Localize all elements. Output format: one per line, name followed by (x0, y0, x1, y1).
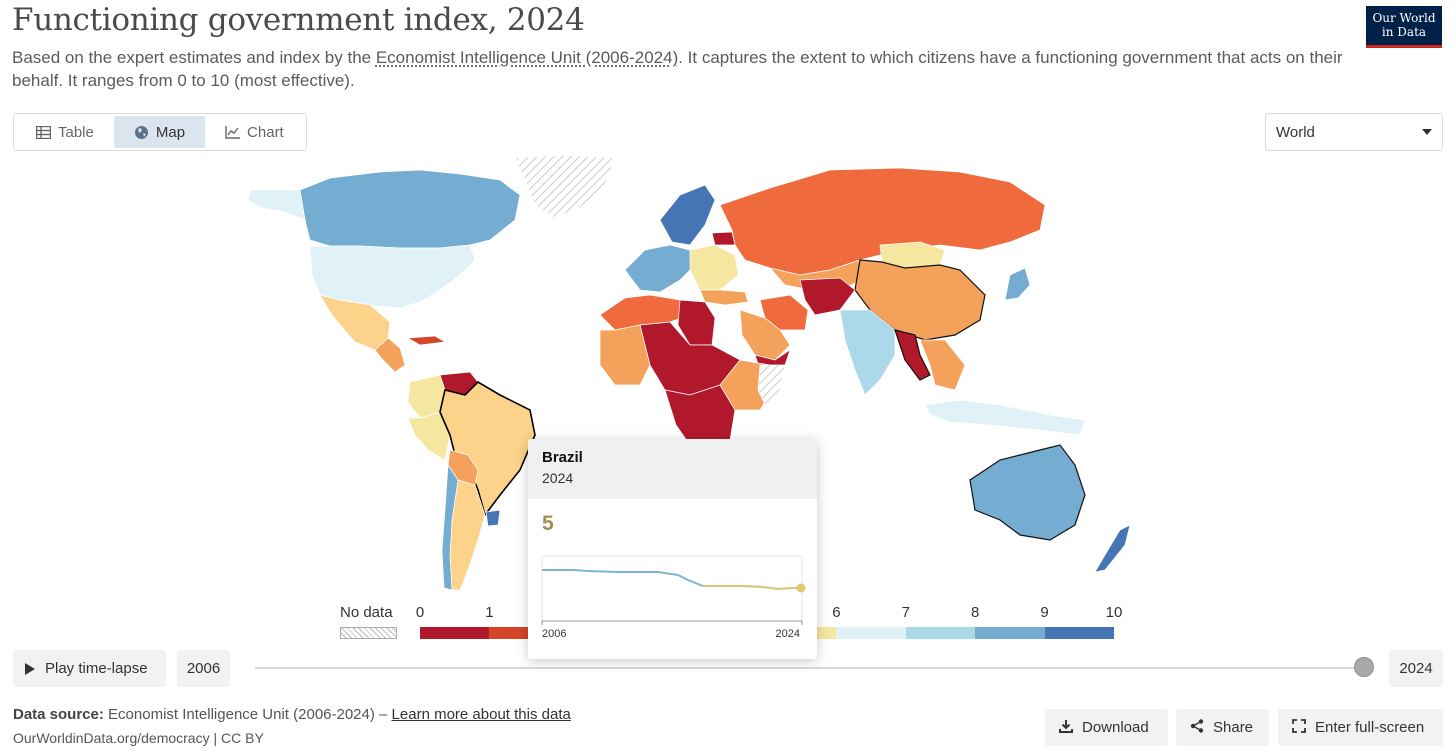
tooltip-year: 2024 (542, 470, 574, 486)
table-icon (36, 125, 51, 139)
fullscreen-button[interactable]: Enter full-screen (1278, 709, 1443, 746)
logo-line-2: in Data (1381, 25, 1427, 39)
chart-subtitle: Based on the expert estimates and index … (12, 46, 1352, 92)
download-icon (1059, 719, 1073, 737)
legend-no-data-swatch (340, 627, 397, 639)
play-timelapse-button[interactable]: Play time-lapse (13, 650, 166, 687)
region-australia[interactable] (969, 444, 1086, 541)
legend-tick-label: 9 (1040, 604, 1049, 621)
region-russia[interactable] (719, 167, 1046, 276)
sparkline-end-year: 2024 (776, 628, 800, 640)
share-icon (1190, 718, 1204, 737)
world-map[interactable] (0, 150, 1456, 600)
legend-tick-label: 7 (901, 604, 910, 621)
country-tooltip: Brazil 2024 5 2006 2024 (528, 439, 817, 659)
sparkline-late (703, 585, 800, 591)
region-belarus[interactable] (711, 231, 736, 246)
legend-bin[interactable] (905, 627, 976, 639)
subtitle-text-end: . It captures the extent to which citize… (12, 48, 1343, 90)
sparkline-start-year: 2006 (542, 628, 566, 640)
region-cuba[interactable] (406, 335, 447, 346)
tab-table[interactable]: Table (16, 116, 114, 148)
timeline-end-year[interactable]: 2024 (1389, 650, 1443, 687)
tooltip-country: Brazil (542, 449, 583, 466)
download-label: Download (1082, 719, 1149, 736)
region-turkey[interactable] (699, 289, 749, 306)
region-japan[interactable] (1004, 267, 1031, 301)
region-southeast-asia[interactable] (919, 339, 966, 391)
region-somalia[interactable] (757, 364, 786, 406)
region-peru[interactable] (407, 411, 451, 461)
region-eastern-europe[interactable] (689, 244, 739, 291)
play-icon (25, 662, 35, 675)
timeline-slider-track[interactable] (255, 667, 1363, 669)
region-uruguay[interactable] (485, 509, 501, 527)
download-button[interactable]: Download (1045, 709, 1168, 746)
timeline-slider-handle[interactable] (1354, 657, 1374, 677)
region-greenland[interactable] (514, 154, 616, 219)
legend-tick-label: 10 (1105, 604, 1123, 621)
learn-more-link[interactable]: Learn more about this data (391, 706, 571, 723)
region-alaska[interactable] (247, 189, 306, 221)
region-scandinavia[interactable] (659, 184, 716, 246)
legend-no-data-label: No data (340, 604, 393, 621)
chart-title: Functioning government index, 2024 (12, 2, 585, 38)
region-arabia[interactable] (739, 309, 791, 361)
view-tabs: Table Map Chart (13, 113, 307, 151)
legend-bin[interactable] (1044, 627, 1114, 639)
logo-line-1: Our World (1372, 11, 1436, 25)
fullscreen-label: Enter full-screen (1315, 719, 1425, 736)
legend-bin[interactable] (836, 627, 906, 639)
region-chile[interactable] (441, 463, 459, 591)
tab-chart[interactable]: Chart (205, 116, 304, 148)
play-label: Play time-lapse (45, 660, 148, 677)
subtitle-text: Based on the expert estimates and index … (12, 48, 376, 67)
chevron-down-icon (1422, 129, 1432, 135)
source-link[interactable]: Economist Intelligence Unit (2006-2024) (375, 48, 679, 67)
share-button[interactable]: Share (1176, 709, 1269, 746)
line-chart-icon (225, 125, 241, 139)
tooltip-value: 5 (542, 512, 554, 535)
region-western-europe[interactable] (624, 244, 696, 293)
legend-tick-label: 8 (971, 604, 980, 621)
legend-bin[interactable] (975, 627, 1045, 639)
region-select-value: World (1276, 123, 1315, 141)
region-central-america[interactable] (374, 337, 406, 373)
tooltip-header: Brazil 2024 (528, 439, 817, 499)
legend-tick-label: 6 (832, 604, 841, 621)
region-india[interactable] (839, 309, 896, 396)
source-label: Data source: (13, 706, 104, 723)
owid-logo[interactable]: Our World in Data (1366, 6, 1442, 48)
tab-label: Chart (247, 123, 284, 141)
region-myanmar[interactable] (894, 329, 931, 381)
region-canada[interactable] (299, 169, 521, 249)
region-new-zealand[interactable] (1094, 524, 1131, 573)
tab-label: Map (155, 123, 186, 141)
expand-icon (1292, 718, 1306, 737)
region-select[interactable]: World (1265, 113, 1443, 151)
share-label: Share (1213, 719, 1254, 736)
tab-map[interactable]: Map (113, 116, 206, 148)
footer-source: Data source: Economist Intelligence Unit… (13, 706, 571, 723)
timeline-start-year[interactable]: 2006 (177, 650, 230, 687)
region-west-africa[interactable] (599, 324, 651, 386)
tab-label: Table (58, 123, 94, 141)
legend-tick-label: 0 (415, 604, 425, 621)
tooltip-sparkline: 2006 2024 (541, 555, 806, 640)
sparkline-end-point (796, 583, 806, 593)
legend-tick-label: 1 (485, 604, 494, 621)
globe-icon (134, 125, 149, 140)
region-brazil[interactable] (439, 380, 536, 517)
source-text: Economist Intelligence Unit (2006-2024) … (108, 706, 392, 723)
region-indonesia[interactable] (924, 399, 1086, 436)
region-afghanistan[interactable] (799, 277, 856, 316)
footer-url[interactable]: OurWorldinData.org/democracy | CC BY (13, 730, 264, 746)
legend-bin[interactable] (420, 627, 490, 639)
